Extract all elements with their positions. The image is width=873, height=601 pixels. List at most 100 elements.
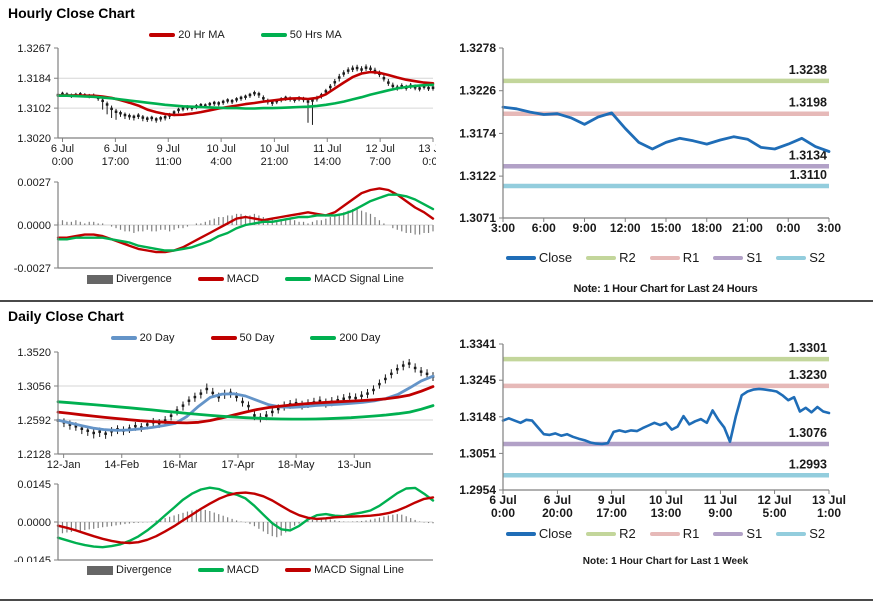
svg-text:1.3267: 1.3267 [17,44,51,55]
svg-text:9:00: 9:00 [572,221,596,235]
legend-item-r1: R1 [649,526,700,541]
svg-text:6 Jul: 6 Jul [489,493,516,507]
svg-text:0:00: 0:00 [491,506,515,520]
daily-macd-chart: -0.0145 0.0000 0.0145 [14,480,435,562]
legend-swatch [210,336,237,340]
legend-item-20-hr-ma: 20 Hr MA [149,29,225,41]
svg-text:10 Jul: 10 Jul [260,143,289,155]
hourly-section-title: Hourly Close Chart [8,5,135,21]
legend-item-macd-signal-line: MACD Signal Line [285,273,404,285]
svg-text:11:00: 11:00 [155,156,182,168]
legend-item-r1: R1 [649,250,700,265]
legend-swatch [87,274,114,284]
legend-label: Divergence [116,564,172,576]
svg-text:20:00: 20:00 [542,506,573,520]
svg-text:11 Jul: 11 Jul [313,143,342,155]
daily-pivot-legend: Close R2 R1 S1 S2 [498,526,833,541]
legend-swatch [285,568,312,572]
legend-label: R2 [619,526,636,541]
legend-item-divergence: Divergence [87,564,172,576]
legend-swatch [649,531,680,536]
legend-item-s1: S1 [713,250,762,265]
svg-text:0.0027: 0.0027 [17,177,51,189]
svg-text:14:00: 14:00 [313,156,341,168]
legend-item-s2: S2 [776,526,825,541]
legend-label: R1 [682,526,700,541]
legend-item-r2: R2 [586,526,636,541]
svg-text:0.0000: 0.0000 [17,220,51,232]
legend-item-s2: S2 [776,250,825,265]
svg-text:12:00: 12:00 [610,221,641,235]
legend-label: 50 Day [239,332,275,344]
legend-item-50-day: 50 Day [210,332,275,344]
daily-section: Daily Close Chart 20 Day 50 Day 200 Day 1.… [0,302,873,601]
legend-label: Close [538,250,573,265]
legend-swatch [197,568,224,572]
legend-swatch [110,336,137,340]
svg-text:1.3198: 1.3198 [789,96,827,110]
legend-label: 20 Hr MA [178,29,225,41]
daily-pivot-note: Note: 1 Hour Chart for Last 1 Week [582,556,749,567]
svg-text:12-Jan: 12-Jan [47,459,81,471]
legend-swatch [776,255,807,260]
svg-text:1.3110: 1.3110 [789,168,827,182]
legend-swatch [586,531,617,536]
svg-text:1.3020: 1.3020 [17,133,51,145]
svg-text:1.3134: 1.3134 [789,148,827,162]
svg-text:1.3051: 1.3051 [459,446,496,460]
legend-label: 20 Day [139,332,175,344]
svg-text:13-Jun: 13-Jun [337,459,371,471]
svg-text:1.3278: 1.3278 [459,41,496,55]
svg-text:12 Jul: 12 Jul [365,143,394,155]
svg-text:1.3148: 1.3148 [459,410,496,424]
legend-item-macd-signal-line: MACD Signal Line [285,564,404,576]
svg-text:9 Jul: 9 Jul [157,143,180,155]
legend-label: S2 [809,526,826,541]
svg-text:9:00: 9:00 [708,506,732,520]
legend-label: R2 [619,250,636,265]
legend-label: R1 [682,250,700,265]
legend-item-close: Close [505,526,572,541]
legend-item-20-day: 20 Day [110,332,175,344]
svg-text:12 Jul: 12 Jul [758,493,792,507]
svg-text:1:00: 1:00 [817,506,841,520]
legend-swatch [713,255,744,260]
svg-text:0:00: 0:00 [52,156,73,168]
svg-text:0:00: 0:00 [422,156,436,168]
svg-text:21:00: 21:00 [261,156,289,168]
legend-label: Divergence [116,273,172,285]
svg-text:3:00: 3:00 [491,221,515,235]
svg-text:1.3174: 1.3174 [459,126,496,140]
legend-label: MACD [226,564,260,576]
legend-item-divergence: Divergence [87,273,172,285]
legend-swatch [310,336,337,340]
legend-swatch [505,531,536,536]
legend-swatch [87,565,114,575]
legend-swatch [586,255,617,260]
svg-text:1.3301: 1.3301 [789,341,827,355]
legend-item-close: Close [505,250,573,265]
legend-item-s1: S1 [713,526,762,541]
daily-price-legend: 20 Day 50 Day 200 Day [58,332,433,344]
svg-text:14-Feb: 14-Feb [104,459,139,471]
hourly-pivot-legend: Close R2 R1 S1 S2 [498,250,833,265]
svg-text:0.0145: 0.0145 [17,480,51,491]
legend-item-50-hrs-ma: 50 Hrs MA [260,29,342,41]
svg-text:1.3226: 1.3226 [459,84,496,98]
svg-text:1.3520: 1.3520 [17,347,51,359]
legend-item-200-day: 200 Day [310,332,380,344]
svg-text:16-Mar: 16-Mar [162,459,197,471]
svg-text:1.3184: 1.3184 [17,73,51,85]
svg-text:6:00: 6:00 [532,221,556,235]
svg-text:1.2128: 1.2128 [17,449,51,461]
svg-text:17-Apr: 17-Apr [221,459,254,471]
legend-swatch [285,277,312,281]
svg-text:4:00: 4:00 [210,156,231,168]
svg-text:13 Jul: 13 Jul [812,493,846,507]
svg-text:9 Jul: 9 Jul [598,493,625,507]
svg-text:10 Jul: 10 Jul [649,493,683,507]
svg-text:0.0000: 0.0000 [17,517,51,529]
legend-swatch [505,255,536,260]
hourly-pivot-chart: 1.3238 1.3198 1.3134 1.3110 1.3071 1.3122 1.31… [459,41,841,235]
